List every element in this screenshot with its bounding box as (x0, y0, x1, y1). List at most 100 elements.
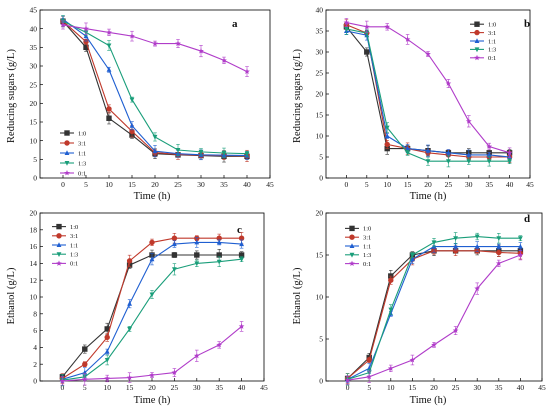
panel-c-series-3-1-point (126, 258, 133, 264)
panel-c-ylabel: Ethanol (g/L) (6, 267, 17, 324)
panel-a-ytick-label: 20 (30, 99, 38, 108)
panel-d-series-0-1-point (495, 260, 502, 266)
panel-a-xtick-label: 40 (243, 180, 251, 189)
panel-b-series-0-1-line (346, 22, 510, 154)
panel-a-ytick-label: 0 (33, 174, 37, 183)
panel-c-legend-marker (56, 223, 62, 230)
panel-c-xtick-label: 40 (238, 383, 246, 392)
panel-b-series-1-3-point (425, 159, 431, 164)
panel-c-ytick-label: 2 (33, 360, 37, 369)
panel-d-series-1-3-point (474, 234, 480, 240)
panel-b-series-1-1-point (384, 133, 390, 138)
panel-a-series-3-1-point (106, 106, 112, 112)
panel-d-series-0-1-point (387, 365, 394, 371)
panel-c-ytick-label: 8 (33, 309, 37, 318)
panel-a-xtick-label: 10 (105, 180, 113, 189)
panel-b-ytick-label: 15 (316, 111, 324, 120)
panel-a-legend-marker (64, 130, 70, 136)
panel-c-series-1-1-point (104, 348, 110, 354)
panel-b-ytick-label: 25 (316, 69, 324, 78)
panel-a-label: a (232, 18, 238, 30)
panel-b-ytick-label: 5 (319, 153, 323, 162)
panel-b-label: b (524, 18, 530, 30)
panel-c-series-1-0-point (82, 346, 88, 352)
panel-b: Reducing sugars (g/L) Time (h) b (292, 18, 530, 202)
panel-d-legend-marker (349, 225, 355, 232)
panel-c-legend-label: 1:1 (70, 242, 78, 249)
panel-b-series-1-0-line (345, 26, 510, 154)
panel-c-series-1-3-point (239, 257, 244, 262)
panel-a-series-1-3-point (244, 151, 250, 157)
panel-b-series-0-1-point (363, 23, 370, 30)
panel-a-series-1-3-point (221, 150, 227, 156)
panel-c-legend-marker (56, 242, 62, 247)
panel-b-series-1-1-point (466, 152, 472, 157)
panel-c-series-1-3-point (216, 259, 222, 265)
panel-a-legend-label: 1:1 (78, 150, 86, 157)
panel-d-xtick-label: 20 (430, 383, 438, 392)
panel-b-ytick-label: 40 (316, 6, 324, 15)
panel-d-series-3-1-point (366, 357, 372, 363)
panel-b-xtick-label: 10 (383, 180, 391, 189)
panel-b-series-1-0-point (364, 49, 370, 55)
panel-a-series-0-1-line (62, 24, 248, 73)
panel-a-ytick-label: 15 (30, 118, 38, 127)
panel-d-series-1-3 (345, 232, 523, 386)
panel-c-series-1-1-point (239, 241, 244, 247)
panel-c-label: c (237, 224, 242, 236)
panel-b-series-0-1-point (404, 36, 411, 42)
panel-b-xtick-label: 20 (424, 180, 432, 189)
panel-c-series-1-3-line (62, 258, 242, 381)
panel-a-xtick-label: 30 (197, 180, 205, 189)
panel-b-xtick-label: 30 (465, 180, 473, 189)
panel-a-series-0-1-point (175, 40, 181, 47)
panel-c-xlabel: Time (h) (134, 395, 171, 406)
panel-c-series-1-1-point (127, 300, 132, 306)
panel-d-ylabel: Ethanol (g/L) (292, 267, 303, 324)
panel-a-legend-marker (64, 140, 70, 146)
panel-c-series-0-1-point (81, 376, 88, 382)
panel-a-xtick-label: 15 (128, 180, 136, 189)
panel-c-ytick-label: 6 (33, 326, 37, 335)
panel-a-ytick-label: 5 (33, 155, 37, 164)
panel-c-xtick-label: 0 (61, 383, 65, 392)
panel-b-series-0-1-point (445, 80, 452, 86)
panel-c-legend-label: 0:1 (70, 261, 78, 268)
panel-b-xtick-label: 35 (485, 180, 493, 189)
panel-a-legend-marker (64, 150, 70, 155)
panel-d-series-1-3-point (518, 236, 523, 241)
panel-c-ytick-label: 12 (30, 276, 38, 285)
panel-c-series-3-1-point (82, 361, 88, 367)
panel-b-xtick-label: 45 (526, 180, 534, 189)
panel-c-series-0-1-point (216, 341, 223, 348)
panel-d-series-1-1-point (453, 243, 458, 249)
panel-c-ytick-label: 16 (30, 242, 38, 251)
panel-c-series-3-1-point (104, 334, 110, 341)
panel-a-series-1-0-point (106, 115, 112, 121)
panel-b-series-3-1-point (384, 141, 390, 148)
panel-a-legend-label: 1:0 (78, 130, 86, 137)
panel-c-series-3-1-point (149, 239, 155, 246)
panel-c-ytick-label: 4 (33, 343, 37, 352)
panel-a-series-1-3 (60, 15, 250, 159)
panel-b-legend-marker (474, 21, 480, 27)
panel-b-series-0-1-point (486, 143, 493, 149)
panel-d-label: d (524, 213, 530, 225)
panel-d-legend-label: 1:0 (363, 226, 371, 233)
panel-b-xtick-label: 25 (445, 180, 453, 189)
panel-c-series-0-1-point (59, 378, 66, 384)
panel-a-xtick-label: 45 (266, 180, 274, 189)
panel-b-series-1-3-point (344, 26, 349, 32)
panel-c-xtick-label: 5 (83, 383, 87, 392)
panel-b-series-0-1 (343, 18, 513, 158)
panel-b-series-1-3-point (384, 125, 390, 131)
panel-d-series-0-1-point (431, 341, 437, 348)
panel-a-series-1-1-point (106, 66, 112, 72)
panel-d-xtick-label: 5 (367, 383, 371, 392)
panel-a-xtick-label: 25 (174, 180, 182, 189)
panel-c-series-1-1-point (149, 256, 155, 262)
panel-a-series-1-3-point (198, 149, 204, 155)
panel-b-legend-label: 1:1 (488, 38, 496, 45)
panel-d-legend-marker (349, 260, 355, 267)
panel-d-series-1-1-point (496, 243, 502, 249)
